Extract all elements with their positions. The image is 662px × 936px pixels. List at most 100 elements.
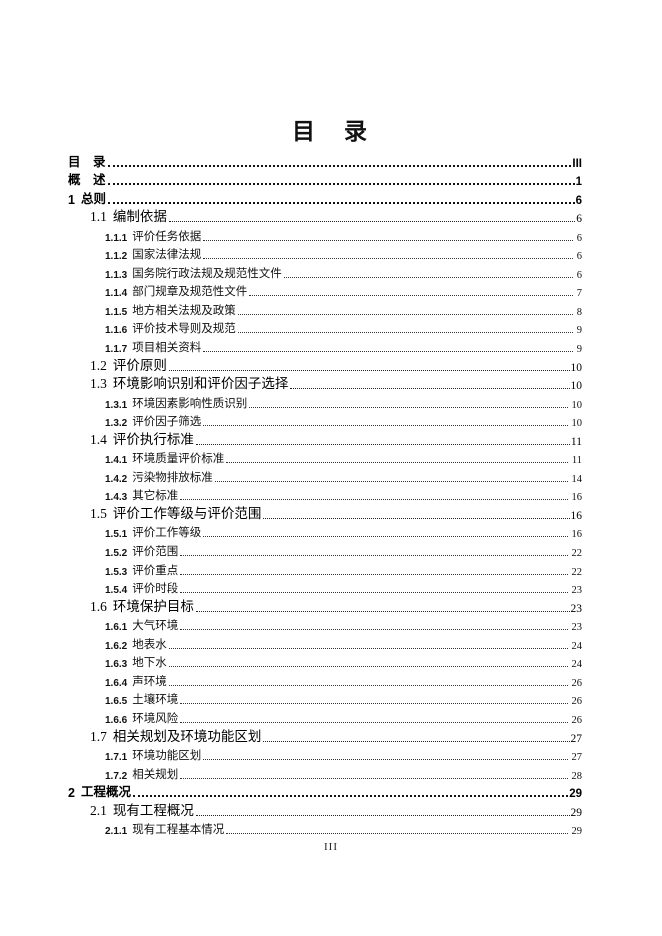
toc-entry-number: 1.5.4 <box>105 585 128 597</box>
toc-entry-number: 1 <box>68 192 75 207</box>
toc-entry-number: 1.1.3 <box>105 269 128 281</box>
toc-entry[interactable]: 2.1.1 现有工程基本情况 29 <box>105 819 582 838</box>
toc-dot-leader <box>168 684 568 686</box>
toc-entry-label: 大气环境 <box>132 620 179 633</box>
toc-entry[interactable]: 1.5.1 评价工作等级 16 <box>105 522 583 541</box>
toc-entry-label: 其它标准 <box>132 490 179 503</box>
toc-entry-label: 总则 <box>80 191 106 206</box>
toc-dot-leader <box>168 221 576 223</box>
toc-entry-label: 地下水 <box>132 657 167 670</box>
toc-list: 目 录 III 概 述 1 1 总则 6 1.1 编制依据 6 1.1.1 评价任务依据 6 1.1.2 国… <box>68 151 583 838</box>
toc-page-number: 27 <box>570 732 583 745</box>
toc-entry[interactable]: 1 总则 6 <box>68 188 582 207</box>
toc-entry[interactable]: 1.5.3 评价重点 22 <box>105 559 582 578</box>
toc-entry[interactable]: 1.5.4 评价时段 23 <box>105 578 582 597</box>
toc-entry[interactable]: 1.1.4 部门规章及规范性文件 7 <box>105 281 582 300</box>
toc-entry[interactable]: 1.3.2 评价因子筛选 10 <box>105 411 582 430</box>
toc-page-number: 7 <box>576 288 582 300</box>
toc-entry-number: 1.1.7 <box>105 344 128 356</box>
toc-entry-number: 1.6.6 <box>105 714 128 726</box>
toc-entry-number: 1.3 <box>90 376 107 392</box>
toc-entry[interactable]: 1.7.2 相关规划 28 <box>105 763 582 782</box>
toc-entry[interactable]: 1.3.1 环境因素影响性质识别 10 <box>105 392 582 411</box>
toc-dot-leader <box>180 703 568 705</box>
toc-entry[interactable]: 1.4.3 其它标准 16 <box>105 485 582 503</box>
toc-entry[interactable]: 1.1.1 评价任务依据 6 <box>105 225 582 244</box>
toc-entry-number: 1.3.2 <box>105 418 128 430</box>
toc-entry[interactable]: 1.4.1 环境质量评价标准 11 <box>105 448 582 466</box>
toc-entry[interactable]: 1.6.5 土壤环境 26 <box>105 689 582 707</box>
toc-entry[interactable]: 1.6 环境保护目标 23 <box>90 596 582 615</box>
toc-entry-label: 环境保护目标 <box>112 598 194 614</box>
toc-entry[interactable]: 1.5.2 评价范围 22 <box>105 540 582 559</box>
toc-page-number: 26 <box>571 714 583 726</box>
toc-page-number: 26 <box>571 677 583 689</box>
toc-entry[interactable]: 2.1 现有工程概况 29 <box>90 800 582 819</box>
toc-page-number: 24 <box>571 659 583 671</box>
toc-dot-leader <box>195 814 570 816</box>
toc-entry[interactable]: 1.1 编制依据 6 <box>90 207 582 225</box>
toc-dot-leader <box>195 443 570 445</box>
toc-entry[interactable]: 1.2 评价原则 10 <box>90 355 582 374</box>
toc-dot-leader <box>168 666 568 668</box>
toc-entry-number: 2.1.1 <box>105 826 128 838</box>
toc-entry-number: 1.1.4 <box>105 288 128 300</box>
toc-entry-number: 1.7.2 <box>105 770 128 782</box>
toc-entry[interactable]: 1.4 评价执行标准 11 <box>90 429 582 448</box>
toc-entry[interactable]: 1.6.6 环境风险 26 <box>105 707 582 726</box>
toc-entry-label: 评价技术导则及规范 <box>132 323 236 336</box>
toc-entry[interactable]: 1.5 评价工作等级与评价范围 16 <box>90 503 582 522</box>
toc-entry-number: 1.4 <box>90 431 107 447</box>
toc-entry[interactable]: 1.7.1 环境功能区划 27 <box>105 745 582 763</box>
toc-entry[interactable]: 概 述 1 <box>68 170 582 188</box>
toc-entry-label: 国务院行政法规及规范性文件 <box>132 267 282 280</box>
toc-entry-label: 环境质量评价标准 <box>132 453 225 466</box>
toc-entry-number: 1.1.1 <box>105 232 128 244</box>
toc-entry[interactable]: 1.1.2 国家法律法规 6 <box>105 244 582 262</box>
toc-dot-leader <box>203 239 573 241</box>
toc-dot-leader <box>226 833 568 835</box>
toc-entry-number: 1.7 <box>90 728 107 744</box>
toc-entry[interactable]: 1.6.2 地表水 24 <box>105 633 582 652</box>
toc-entry-label: 现有工程基本情况 <box>132 824 225 837</box>
toc-entry[interactable]: 1.4.2 污染物排放标准 14 <box>105 466 582 485</box>
toc-entry-label: 土壤环境 <box>132 694 179 707</box>
toc-entry-label: 评价范围 <box>132 546 179 559</box>
toc-dot-leader <box>203 351 573 353</box>
toc-page-number: 23 <box>571 622 583 634</box>
toc-entry-number: 1.6.3 <box>105 659 128 671</box>
toc-entry[interactable]: 1.6.4 声环境 26 <box>105 670 582 689</box>
toc-entry-label: 编制依据 <box>112 209 167 225</box>
toc-entry-label: 评价任务依据 <box>132 230 202 243</box>
toc-entry[interactable]: 1.3 环境影响识别和评价因子选择 10 <box>90 374 582 392</box>
toc-entry[interactable]: 1.1.6 评价技术导则及规范 9 <box>105 318 582 336</box>
toc-entry-label: 评价工作等级与评价范围 <box>112 505 262 521</box>
toc-entry-label: 现有工程概况 <box>112 802 194 818</box>
toc-page-number: 14 <box>571 473 583 485</box>
toc-dot-leader <box>249 295 573 297</box>
toc-page-number: 16 <box>571 529 583 541</box>
toc-entry[interactable]: 目 录 III <box>68 151 582 170</box>
toc-entry[interactable]: 1.1.7 项目相关资料 9 <box>105 336 582 355</box>
toc-entry[interactable]: 1.1.3 国务院行政法规及规范性文件 6 <box>105 262 582 281</box>
page-title: 目 录 <box>292 118 370 144</box>
toc-page-number: 22 <box>571 566 583 578</box>
toc-dot-leader <box>290 388 570 390</box>
toc-entry[interactable]: 1.7 相关规划及环境功能区划 27 <box>90 726 582 745</box>
toc-dot-leader <box>263 740 570 742</box>
toc-page-number: 10 <box>570 361 583 374</box>
toc-entry-number: 1.5.3 <box>105 566 128 578</box>
toc-entry-number: 1.6.2 <box>105 640 128 652</box>
toc-page-number: 24 <box>571 640 583 652</box>
toc-dot-leader <box>180 499 568 501</box>
toc-entry[interactable]: 1.6.3 地下水 24 <box>105 652 583 671</box>
toc-dot-leader <box>132 795 569 798</box>
toc-dot-leader <box>180 555 568 557</box>
toc-entry[interactable]: 1.6.1 大气环境 23 <box>105 615 583 634</box>
toc-entry[interactable]: 1.1.5 地方相关法规及政策 8 <box>105 299 582 318</box>
toc-entry[interactable]: 2 工程概况 29 <box>68 782 582 800</box>
toc-entry-number: 1.5.1 <box>105 529 128 541</box>
toc-page-number: 16 <box>570 509 583 522</box>
toc-dot-leader <box>226 462 568 464</box>
toc-dot-leader <box>168 369 570 371</box>
